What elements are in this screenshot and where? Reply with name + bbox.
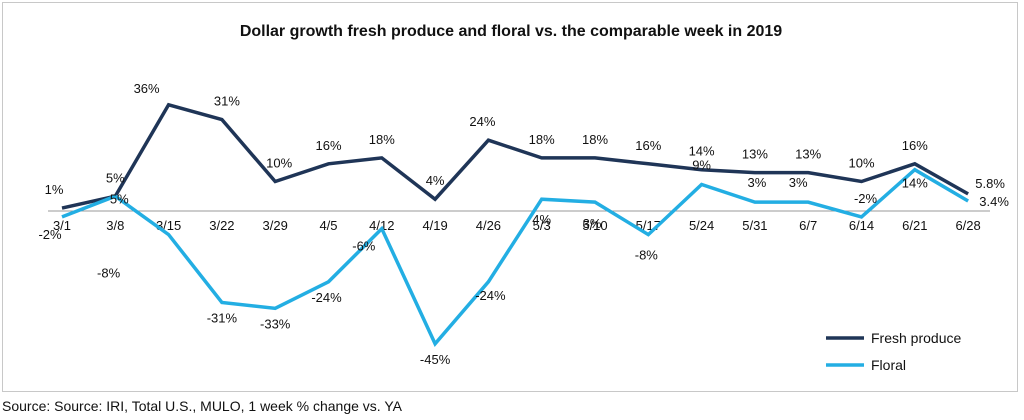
floral-data-label: -24% [311, 290, 342, 305]
floral-data-label: -2% [38, 227, 62, 242]
floral-data-label: 14% [902, 176, 928, 191]
floral-series-line [61, 167, 969, 347]
fresh-produce-data-label: 16% [635, 138, 661, 153]
floral-data-label: -6% [352, 239, 376, 254]
x-tick-label: 4/19 [422, 218, 447, 233]
x-tick-label: 3/29 [263, 218, 288, 233]
source-note: Source: Source: IRI, Total U.S., MULO, 1… [2, 398, 402, 414]
floral-data-label: 4% [532, 212, 551, 227]
x-tick-label: 5/24 [689, 218, 714, 233]
fresh-produce-data-label: 31% [214, 94, 240, 109]
fresh-produce-data-label: 18% [369, 132, 395, 147]
fresh-produce-data-label: 1% [45, 182, 64, 197]
floral-data-label: 3% [748, 175, 767, 190]
floral-data-label: -8% [97, 266, 121, 281]
fresh-produce-series-line [61, 102, 969, 210]
chart-title: Dollar growth fresh produce and floral v… [239, 23, 783, 40]
floral-data-label: 5% [110, 191, 129, 206]
fresh-produce-data-label: 13% [742, 147, 768, 162]
x-tick-label: 6/7 [799, 218, 817, 233]
fresh-produce-data-label: 18% [582, 132, 608, 147]
floral-data-label: -33% [260, 316, 291, 331]
floral-data-label: -24% [475, 288, 506, 303]
floral-data-label: -45% [420, 352, 451, 367]
x-tick-label: 6/21 [902, 218, 927, 233]
x-tick-label: 3/15 [156, 218, 181, 233]
floral-data-label: 9% [692, 157, 711, 172]
fresh-produce-data-label: 5.8% [975, 176, 1005, 191]
floral-data-label: 3% [583, 216, 602, 231]
fresh-produce-data-label: 13% [795, 147, 821, 162]
floral-data-label: -2% [854, 191, 878, 206]
x-tick-label: 4/5 [319, 218, 337, 233]
fresh-produce-data-label: 4% [426, 173, 445, 188]
x-tick-label: 4/26 [476, 218, 501, 233]
x-tick-label: 4/12 [369, 218, 394, 233]
floral-data-label: 3% [789, 175, 808, 190]
fresh-produce-data-label: 24% [469, 114, 495, 129]
line-chart: 3/1 3/8 3/15 3/22 3/29 4/5 4/12 4/19 4/26 5/3 5/10… [38, 81, 1009, 373]
x-tick-label: 5/31 [742, 218, 767, 233]
fresh-produce-legend-label: Fresh produce [871, 330, 961, 346]
floral-data-label: -8% [635, 248, 659, 263]
x-tick-label: 6/14 [849, 218, 874, 233]
chart-frame: Dollar growth fresh produce and floral v… [2, 2, 1018, 392]
x-tick-label: 6/28 [955, 218, 980, 233]
fresh-produce-data-label: 18% [529, 132, 555, 147]
fresh-produce-data-label: 10% [266, 156, 292, 171]
floral-data-label: -31% [207, 310, 238, 325]
x-tick-label: 3/22 [209, 218, 234, 233]
fresh-produce-data-label: 5% [106, 170, 125, 185]
x-tick-label: 3/1 [53, 218, 71, 233]
fresh-produce-data-label: 16% [315, 138, 341, 153]
fresh-produce-data-label: 36% [134, 81, 160, 96]
fresh-produce-data-label: 10% [848, 156, 874, 171]
x-tick-label: 5/10 [582, 218, 607, 233]
fresh-produce-data-label: 14% [689, 144, 715, 159]
fresh-produce-data-label: 16% [902, 138, 928, 153]
floral-legend-label: Floral [871, 357, 906, 373]
floral-data-label: 3.4% [979, 194, 1009, 209]
x-tick-label: 3/8 [106, 218, 124, 233]
x-tick-label: 5/3 [533, 218, 551, 233]
